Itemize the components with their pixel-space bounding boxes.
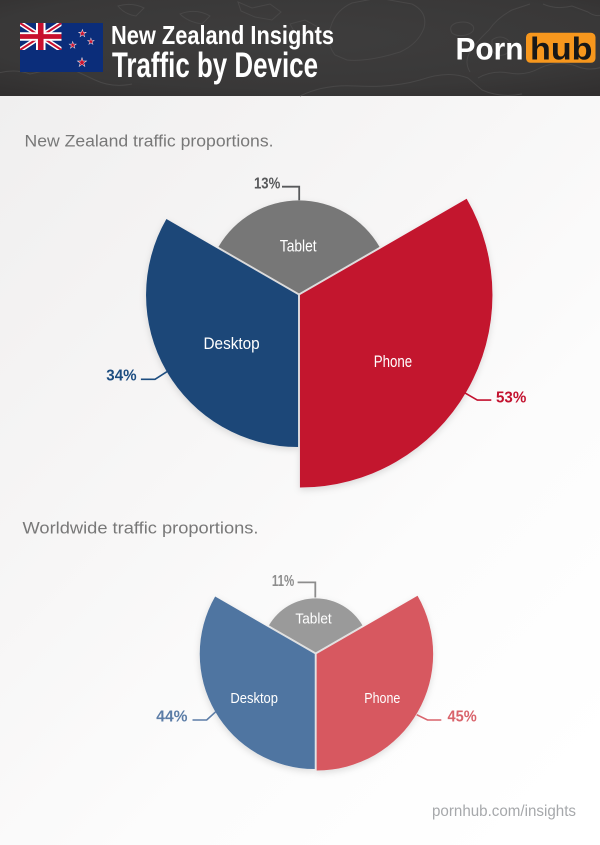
svg-text:34%: 34% bbox=[106, 367, 136, 384]
svg-text:Tablet: Tablet bbox=[280, 238, 317, 256]
svg-text:Phone: Phone bbox=[364, 690, 400, 707]
svg-text:Desktop: Desktop bbox=[204, 335, 260, 353]
svg-text:44%: 44% bbox=[156, 708, 187, 725]
svg-text:Phone: Phone bbox=[374, 353, 412, 371]
svg-text:New Zealand Insights: New Zealand Insights bbox=[111, 20, 334, 50]
svg-text:53%: 53% bbox=[496, 389, 526, 406]
svg-text:Tablet: Tablet bbox=[295, 610, 332, 627]
svg-text:hub: hub bbox=[530, 30, 593, 66]
svg-text:Porn: Porn bbox=[456, 30, 524, 66]
svg-text:11%: 11% bbox=[272, 573, 295, 590]
svg-text:pornhub.com/insights: pornhub.com/insights bbox=[432, 803, 576, 820]
svg-text:Worldwide traffic proportions.: Worldwide traffic proportions. bbox=[23, 518, 259, 537]
svg-text:New Zealand traffic proportion: New Zealand traffic proportions. bbox=[25, 132, 274, 151]
svg-text:Desktop: Desktop bbox=[230, 690, 278, 707]
svg-text:13%: 13% bbox=[254, 175, 280, 192]
svg-text:45%: 45% bbox=[448, 708, 477, 725]
svg-text:Traffic by Device: Traffic by Device bbox=[112, 46, 318, 85]
